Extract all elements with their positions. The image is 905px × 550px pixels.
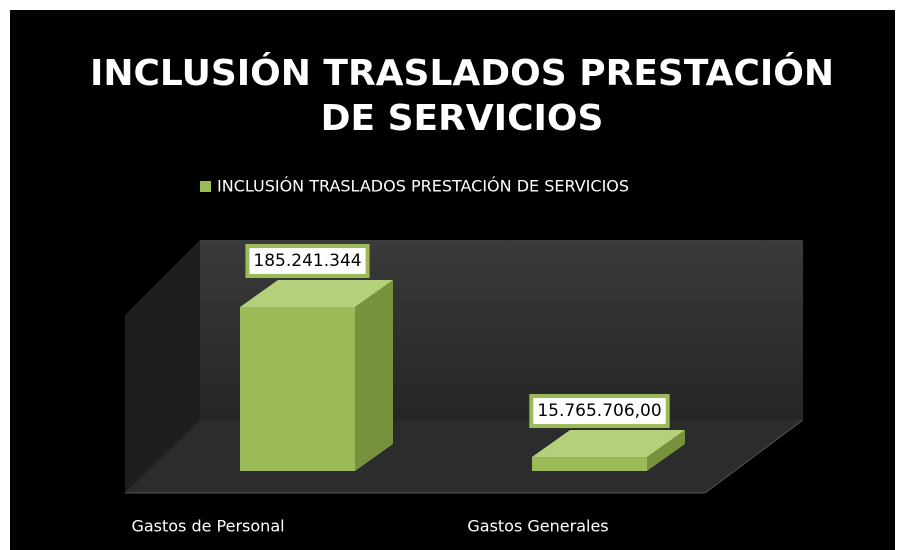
- x-tick-label: Gastos Generales: [467, 517, 608, 536]
- bar-side: [355, 280, 393, 471]
- legend-label: INCLUSIÓN TRASLADOS PRESTACIÓN DE SERVIC…: [217, 177, 629, 196]
- data-label-box: [529, 394, 670, 429]
- bar: [240, 307, 355, 471]
- data-label: 185.241.344: [253, 251, 361, 271]
- chart-title: INCLUSIÓN TRASLADOS PRESTACIÓN: [90, 52, 834, 94]
- side-wall: [125, 240, 200, 493]
- floor-edge: [704, 419, 804, 494]
- bar-top: [240, 280, 393, 307]
- data-label: 15.765.706,00: [537, 401, 661, 421]
- bar-top: [532, 430, 685, 458]
- x-tick-label: Gastos de Personal: [131, 517, 284, 536]
- chart-title: DE SERVICIOS: [321, 98, 604, 139]
- data-label-box: [245, 244, 370, 278]
- legend-swatch: [200, 181, 211, 192]
- floor: [125, 420, 803, 493]
- bar: [532, 457, 647, 471]
- bar-side: [647, 430, 685, 471]
